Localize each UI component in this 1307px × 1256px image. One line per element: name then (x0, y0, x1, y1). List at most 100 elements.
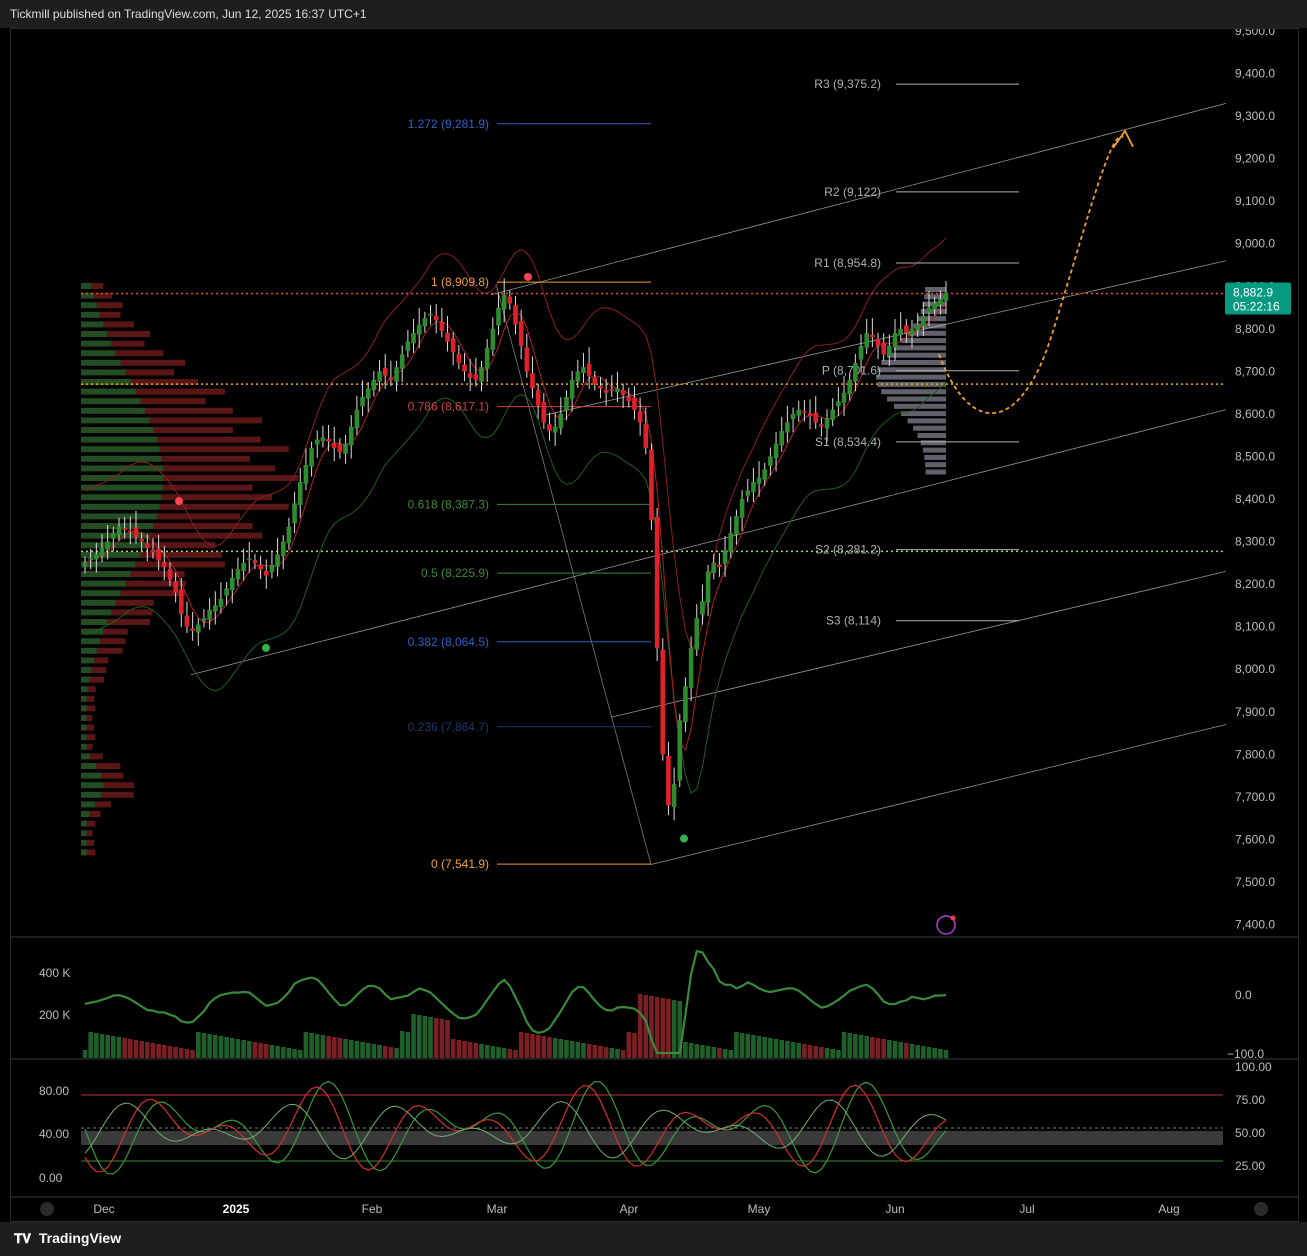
candle-up (734, 516, 739, 535)
profile-bar-down (115, 599, 154, 606)
volume-bar (558, 1039, 564, 1058)
time-tick-label: May (748, 1202, 771, 1216)
profile-bar-down (86, 695, 95, 702)
price-tick-label: 9,500.0 (1235, 29, 1275, 38)
profile-bar-up (81, 398, 141, 405)
candle-up (569, 379, 575, 399)
profile-bar (901, 411, 946, 417)
volume-bar (892, 1041, 898, 1058)
volume-bar (717, 1048, 722, 1058)
price-tick-label: 7,700.0 (1235, 790, 1275, 804)
volume-bar (201, 1033, 207, 1058)
volume-bar (450, 1039, 456, 1058)
volume-bar (683, 1042, 688, 1058)
volume-bar (660, 998, 666, 1058)
volume-bar (677, 1001, 683, 1058)
time-tick-label: Apr (620, 1202, 639, 1216)
fib-level-label: 0 (7,541.9) (431, 857, 489, 871)
candle-down (518, 321, 524, 346)
profile-bar-up (81, 513, 158, 520)
volume-bar (694, 1044, 700, 1058)
candle-up (796, 409, 802, 416)
volume-bar (875, 1038, 881, 1058)
pivot-label: S1 (8,534.4) (815, 435, 881, 449)
profile-bar-up (81, 743, 87, 750)
profile-bar-up (81, 359, 121, 366)
candle-up (836, 401, 841, 407)
candle-up (671, 784, 677, 808)
volume-bar (462, 1041, 467, 1058)
fib-level-label: 0.382 (8,064.5) (408, 635, 489, 649)
candle-up (241, 562, 246, 571)
volume-bar (870, 1037, 875, 1058)
profile-bar-down (153, 427, 233, 433)
price-chart[interactable]: 1.272 (9,281.9) 1 (8,909.8) 0.786 (8,617.1… (11, 29, 1298, 1221)
candle-down (717, 564, 722, 568)
volume-bar (535, 1035, 541, 1058)
volume-bar (343, 1039, 348, 1058)
profile-bar (876, 374, 946, 380)
profile-bar-down (135, 388, 225, 395)
volume-bar (320, 1035, 326, 1058)
time-tick-label: Feb (362, 1202, 383, 1216)
profile-bar-up (81, 331, 108, 337)
volume-bar (416, 1015, 422, 1058)
candle-up (428, 313, 433, 316)
volume-bar (235, 1039, 241, 1058)
volume-bar (280, 1047, 286, 1058)
profile-bar-down (86, 715, 93, 721)
volume-bar (943, 1050, 949, 1058)
volume-bar (796, 1043, 802, 1058)
profile-bar (922, 447, 946, 453)
profile-bar (925, 287, 946, 292)
profile-bar-down (140, 551, 222, 558)
price-tag: 8,882.905:22:16 (1225, 282, 1291, 315)
volume-bar (105, 1035, 110, 1058)
profile-bar-up (81, 667, 92, 673)
price-tick-label: 7,600.0 (1235, 832, 1275, 846)
time-tick-label: Jul (1019, 1202, 1034, 1216)
candle-up (921, 316, 926, 327)
candle-up (99, 547, 105, 557)
profile-bar-up (81, 619, 108, 625)
volume-bar (445, 1020, 450, 1058)
horizontal-levels (81, 292, 1223, 553)
volume-bar (847, 1033, 853, 1058)
profile-bar-down (130, 571, 185, 577)
volume-bar (762, 1037, 768, 1058)
candle-down (450, 338, 456, 353)
candle-down (173, 581, 178, 593)
candle-up (365, 388, 371, 399)
profile-bar-up (81, 292, 95, 299)
volume-bar (552, 1038, 558, 1058)
profile-bar-down (107, 619, 151, 625)
candle-up (320, 437, 326, 442)
candle-down (467, 373, 473, 378)
price-tick-label: 8,400.0 (1235, 492, 1275, 506)
candle-up (224, 588, 229, 596)
candle-up (422, 318, 428, 327)
volume-bar (116, 1037, 122, 1058)
profile-bar-down (94, 292, 112, 299)
tradingview-logo[interactable]: 𝐓𝐕 TradingView (14, 1230, 121, 1247)
stochastic-pane: 80.00 40.00 0.00 100.00 75.00 50.00 25.00 (39, 1060, 1272, 1185)
price-axis: 9,500.0 9,400.0 9,300.0 9,200.0 9,100.0 9,000… (1235, 29, 1275, 931)
volume-bar (422, 1016, 428, 1058)
profile-bar-down (90, 753, 103, 760)
profile-bar-up (81, 350, 116, 357)
profile-bar (925, 469, 946, 475)
volume-bar (382, 1046, 388, 1058)
candle-down (433, 315, 439, 321)
volume-bar (411, 1014, 416, 1058)
candle-up (94, 554, 99, 560)
candle-up (581, 367, 586, 374)
volume-bar (377, 1045, 382, 1058)
candle-up (688, 647, 694, 688)
profile-bar-down (91, 667, 107, 673)
profile-bar-up (81, 849, 87, 856)
time-tick-label: Dec (93, 1202, 114, 1216)
volume-bar (212, 1035, 218, 1058)
profile-bar-up (81, 647, 97, 654)
volume-bar (122, 1038, 127, 1058)
profile-bar-up (81, 801, 96, 808)
